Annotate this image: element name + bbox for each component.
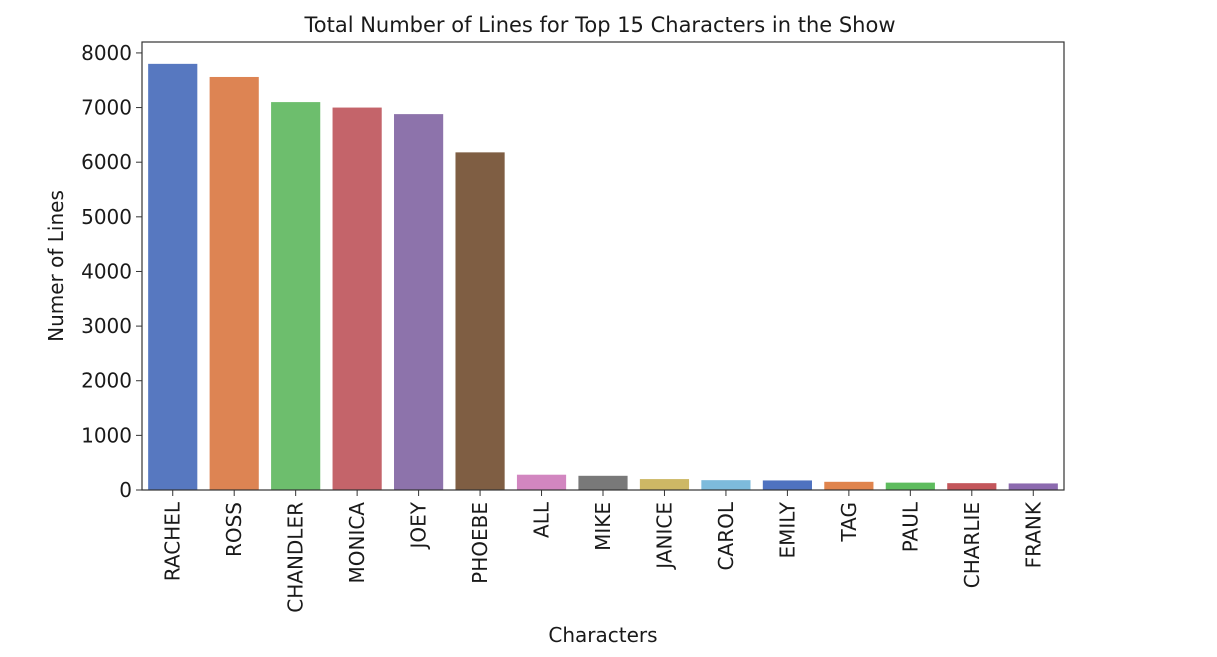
y-tick-label: 5000 (81, 205, 132, 229)
bar-joey (394, 114, 444, 491)
x-tick-label: ROSS (222, 502, 246, 557)
x-tick-label: EMILY (775, 501, 799, 558)
y-tick-label: 8000 (81, 41, 132, 65)
bars-group (148, 63, 1058, 491)
bar-charlie (947, 483, 997, 490)
bar-ross (209, 76, 259, 490)
x-tick-label: CAROL (714, 501, 738, 570)
bar-janice (639, 479, 690, 490)
y-tick-label: 6000 (81, 150, 132, 174)
y-tick-label: 2000 (81, 369, 132, 393)
bar-monica (332, 107, 382, 490)
chart-title: Total Number of Lines for Top 15 Charact… (303, 13, 895, 37)
x-axis-ticks: RACHEL ROSS CHANDLER MONICA JOEY PHOEBE ALL MIK… (161, 490, 1045, 613)
x-tick-label: TAG (837, 502, 861, 543)
y-axis-ticks: 0 1000 2000 3000 4000 5000 6000 7000 8000 (81, 41, 142, 502)
bar-mike (578, 475, 628, 490)
x-tick-label: JANICE (652, 502, 676, 571)
x-tick-label: MONICA (345, 502, 369, 584)
bar-frank (1008, 483, 1058, 490)
x-tick-label: JOEY (407, 501, 431, 550)
x-axis-label: Characters (548, 623, 657, 647)
plot-frame (141, 41, 1065, 491)
x-tick-label: CHARLIE (960, 502, 984, 588)
x-tick-label: RACHEL (161, 501, 185, 581)
bar-carol (701, 480, 751, 490)
x-tick-label: PAUL (898, 501, 922, 552)
y-axis-label: Numer of Lines (44, 190, 68, 342)
x-tick-label: PHOEBE (468, 502, 492, 584)
x-tick-label: FRANK (1021, 501, 1045, 568)
y-tick-label: 7000 (81, 96, 132, 120)
bar-emily (762, 480, 812, 490)
y-tick-label: 0 (119, 478, 132, 502)
bar-paul (885, 482, 935, 490)
bar-tag (824, 481, 874, 490)
bar-rachel (148, 63, 198, 490)
x-tick-label: MIKE (591, 502, 615, 551)
bar-chandler (271, 102, 321, 490)
bar-phoebe (455, 152, 505, 491)
x-tick-label: ALL (530, 501, 554, 538)
y-tick-label: 3000 (81, 314, 132, 338)
y-tick-label: 4000 (81, 259, 132, 283)
x-tick-label: CHANDLER (284, 502, 308, 613)
y-tick-label: 1000 (81, 423, 132, 447)
bar-all (516, 474, 567, 490)
